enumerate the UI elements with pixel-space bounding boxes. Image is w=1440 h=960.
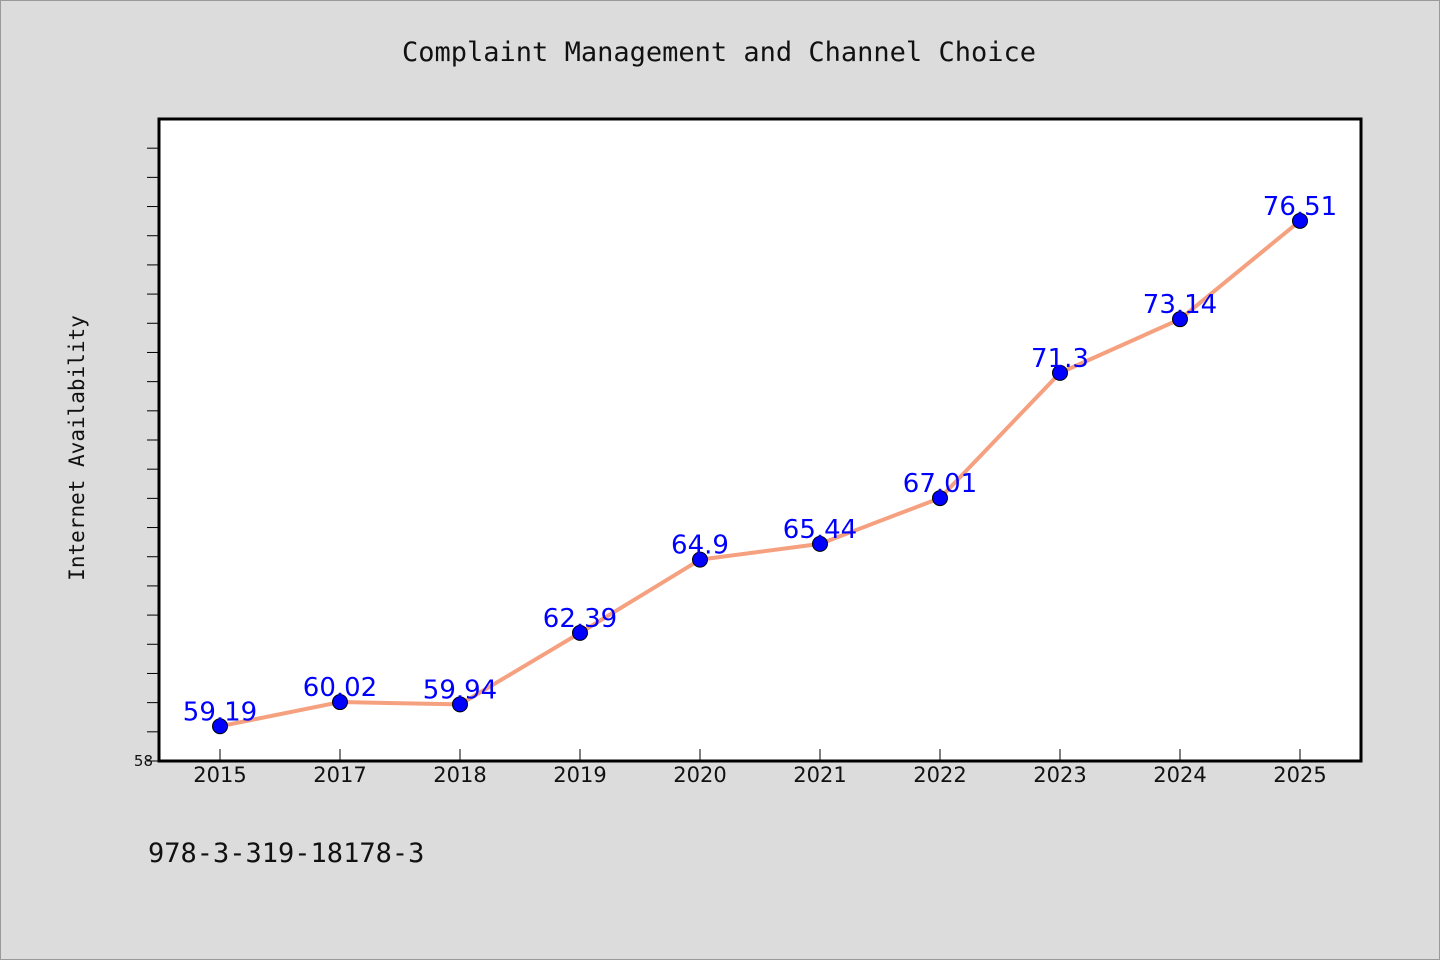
x-axis-ticks: 2015 2017 2018 2019 2020 2021 2022 2023 2024 2025	[193, 749, 1327, 787]
data-point-marker	[212, 718, 228, 735]
data-label: 59.94	[423, 675, 497, 705]
x-tick-label: 2019	[553, 763, 606, 787]
data-point-marker	[1292, 212, 1308, 229]
data-point-marker	[932, 490, 948, 507]
data-labels: 59.19 60.02 59.94 62.39 64.9 65.44 67.01 71.3 73…	[183, 192, 1337, 727]
x-tick-label: 2015	[193, 763, 246, 787]
data-point-marker	[332, 694, 348, 711]
data-point-marker	[572, 624, 588, 641]
data-point-marker	[1172, 311, 1188, 328]
data-label: 62.39	[543, 604, 617, 634]
x-tick-label: 2025	[1273, 763, 1326, 787]
data-label: 65.44	[783, 515, 857, 545]
data-label: 71.3	[1031, 344, 1089, 374]
x-tick-label: 2018	[433, 763, 486, 787]
x-tick-label: 2017	[313, 763, 366, 787]
y-tick-label: 58	[134, 752, 153, 770]
y-axis-label: Internet Availability	[65, 315, 89, 581]
series-line	[218, 218, 1302, 729]
x-tick-label: 2024	[1153, 763, 1206, 787]
series-markers	[212, 212, 1308, 735]
data-label: 67.01	[903, 469, 977, 499]
data-point-marker	[1052, 364, 1068, 381]
series-line-group	[218, 218, 1302, 729]
plot-area	[157, 117, 1363, 763]
data-point-marker	[452, 696, 468, 713]
chart-title: Complaint Management and Channel Choice	[402, 37, 1036, 68]
x-tick-label: 2023	[1033, 763, 1086, 787]
data-point-marker	[812, 535, 828, 552]
x-tick-label: 2021	[793, 763, 846, 787]
data-label: 76.51	[1263, 192, 1337, 222]
data-label: 59.19	[183, 697, 257, 727]
y-axis-ticks: 58	[134, 147, 159, 770]
x-tick-label: 2022	[913, 763, 966, 787]
isbn-footer: 978-3-319-18178-3	[148, 838, 424, 869]
x-tick-label: 2020	[673, 763, 726, 787]
data-label: 60.02	[303, 673, 377, 703]
data-label: 64.9	[671, 531, 729, 561]
data-label: 73.14	[1143, 290, 1217, 320]
data-point-marker	[692, 551, 708, 568]
